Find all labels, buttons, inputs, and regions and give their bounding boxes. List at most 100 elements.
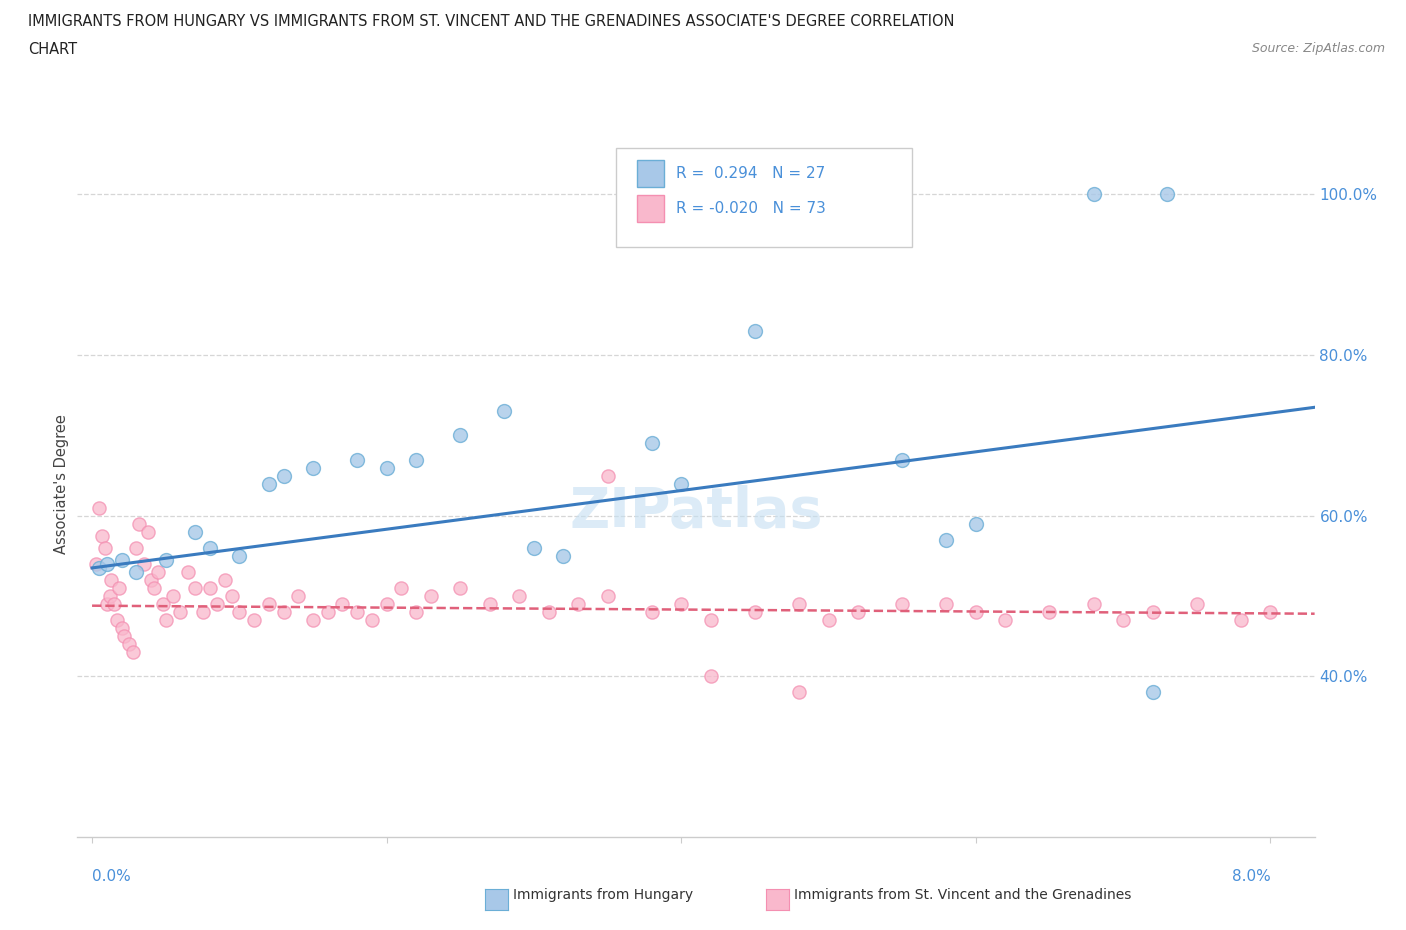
Point	[641, 436, 664, 451]
Point	[478, 597, 501, 612]
Point	[243, 613, 266, 628]
Point	[184, 580, 207, 595]
Point	[537, 604, 560, 619]
Point	[346, 452, 368, 467]
Point	[139, 573, 162, 588]
Point	[96, 556, 118, 571]
Point	[257, 597, 280, 612]
Point	[846, 604, 869, 619]
Point	[86, 556, 108, 571]
Point	[1156, 187, 1178, 202]
Point	[419, 589, 441, 604]
Point	[228, 604, 250, 619]
Point	[273, 604, 295, 619]
Point	[1083, 597, 1105, 612]
Point	[122, 644, 145, 659]
Point	[221, 589, 243, 604]
Point	[228, 549, 250, 564]
Point	[449, 580, 471, 595]
Point	[155, 552, 177, 567]
Point	[169, 604, 191, 619]
Point	[1142, 685, 1164, 700]
Point	[641, 604, 664, 619]
Text: IMMIGRANTS FROM HUNGARY VS IMMIGRANTS FROM ST. VINCENT AND THE GRENADINES ASSOCI: IMMIGRANTS FROM HUNGARY VS IMMIGRANTS FR…	[28, 14, 955, 29]
Point	[332, 597, 354, 612]
FancyBboxPatch shape	[637, 195, 664, 222]
Point	[273, 468, 295, 483]
Point	[184, 525, 207, 539]
Point	[162, 589, 184, 604]
Point	[994, 613, 1017, 628]
Point	[1142, 604, 1164, 619]
Point	[1112, 613, 1135, 628]
Point	[744, 604, 766, 619]
Point	[596, 589, 619, 604]
Point	[152, 597, 174, 612]
Point	[198, 580, 221, 595]
Point	[389, 580, 412, 595]
Point	[89, 561, 111, 576]
Text: R =  0.294   N = 27: R = 0.294 N = 27	[676, 166, 825, 180]
Point	[553, 549, 575, 564]
Point	[744, 324, 766, 339]
Point	[287, 589, 309, 604]
Point	[1185, 597, 1208, 612]
Point	[177, 565, 200, 579]
Point	[132, 556, 155, 571]
FancyBboxPatch shape	[616, 148, 912, 246]
Point	[103, 597, 125, 612]
Point	[699, 613, 721, 628]
Point	[671, 597, 693, 612]
Text: CHART: CHART	[28, 42, 77, 57]
Point	[891, 597, 914, 612]
Point	[148, 565, 170, 579]
Point	[110, 552, 132, 567]
Point	[699, 669, 721, 684]
Point	[198, 540, 221, 555]
Point	[125, 540, 148, 555]
Point	[405, 604, 427, 619]
Point	[302, 613, 325, 628]
Point	[787, 597, 810, 612]
Point	[257, 476, 280, 491]
Text: 8.0%: 8.0%	[1232, 870, 1271, 884]
Point	[494, 404, 516, 418]
Text: 0.0%: 0.0%	[91, 870, 131, 884]
Point	[214, 573, 236, 588]
Point	[105, 613, 128, 628]
Point	[817, 613, 839, 628]
Point	[346, 604, 368, 619]
Point	[891, 452, 914, 467]
Point	[1038, 604, 1060, 619]
Point	[302, 460, 325, 475]
Point	[110, 620, 132, 635]
Point	[935, 532, 957, 547]
Point	[375, 597, 398, 612]
Point	[155, 613, 177, 628]
Text: Immigrants from St. Vincent and the Grenadines: Immigrants from St. Vincent and the Gren…	[794, 887, 1132, 902]
Point	[787, 685, 810, 700]
Point	[114, 629, 136, 644]
Text: R = -0.020   N = 73: R = -0.020 N = 73	[676, 201, 827, 216]
Point	[98, 589, 121, 604]
Point	[671, 476, 693, 491]
Point	[91, 528, 114, 543]
Point	[361, 613, 384, 628]
Text: ZIPatlas: ZIPatlas	[569, 485, 823, 538]
Point	[405, 452, 427, 467]
Point	[1083, 187, 1105, 202]
Point	[94, 540, 117, 555]
Point	[1260, 604, 1282, 619]
Point	[567, 597, 589, 612]
Text: Source: ZipAtlas.com: Source: ZipAtlas.com	[1251, 42, 1385, 55]
Point	[935, 597, 957, 612]
Point	[142, 580, 165, 595]
Point	[375, 460, 398, 475]
Point	[128, 516, 150, 531]
Y-axis label: Associate's Degree: Associate's Degree	[53, 414, 69, 553]
Point	[523, 540, 546, 555]
Point	[107, 580, 129, 595]
Point	[136, 525, 159, 539]
Point	[89, 500, 111, 515]
FancyBboxPatch shape	[637, 160, 664, 187]
